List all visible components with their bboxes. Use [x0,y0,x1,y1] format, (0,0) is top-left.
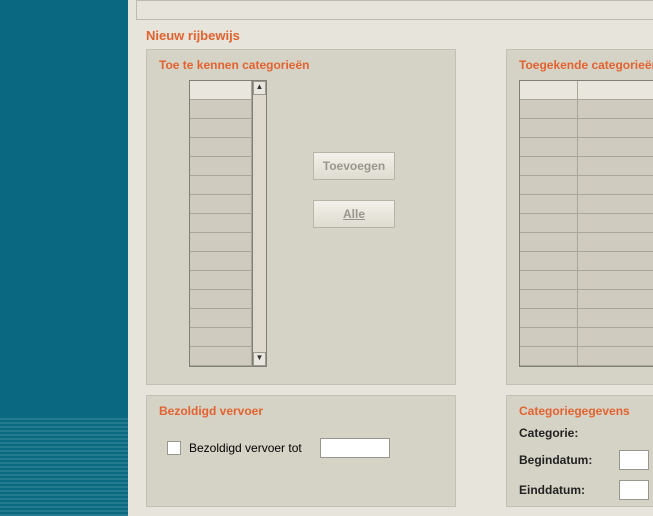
panel-title-paid-transport: Bezoldigd vervoer [159,404,443,418]
list-item[interactable] [190,290,252,309]
table-cell[interactable] [520,195,578,214]
table-cell[interactable] [520,119,578,138]
add-button[interactable]: Toevoegen [313,152,395,180]
sidebar [0,0,128,516]
table-cell[interactable] [578,119,653,138]
assignable-scrollbar[interactable]: ▲ ▼ [252,81,266,366]
table-cell[interactable] [520,176,578,195]
table-cell[interactable] [578,290,653,309]
table-cell[interactable] [578,157,653,176]
list-item[interactable] [190,328,252,347]
table-cell[interactable] [520,328,578,347]
start-date-input[interactable] [619,450,649,470]
paid-transport-label: Bezoldigd vervoer tot [189,441,302,455]
scroll-down-icon[interactable]: ▼ [253,352,266,366]
table-cell[interactable] [578,309,653,328]
end-date-input[interactable] [619,480,649,500]
list-item[interactable] [190,347,252,366]
table-cell[interactable] [578,214,653,233]
table-cell[interactable] [578,252,653,271]
panel-title-category-details: Categoriegegevens [519,404,649,418]
list-item[interactable] [190,271,252,290]
panel-title-assigned: Toegekende categorieën [519,58,653,72]
list-item[interactable] [190,233,252,252]
list-item[interactable] [190,138,252,157]
page-title: Nieuw rijbewijs [146,28,653,43]
table-cell[interactable] [520,347,578,366]
all-button[interactable]: Alle [313,200,395,228]
panel-title-assignable: Toe te kennen categorieën [159,58,443,72]
paid-transport-until-input[interactable] [320,438,390,458]
table-cell[interactable] [520,138,578,157]
panel-assignable-categories: Toe te kennen categorieën ▲ ▼ Toevoegen … [146,49,456,385]
table-cell[interactable] [578,138,653,157]
list-item[interactable] [190,252,252,271]
list-item[interactable] [190,100,252,119]
table-cell[interactable] [520,271,578,290]
table-cell[interactable] [520,309,578,328]
table-cell[interactable] [520,100,578,119]
table-cell[interactable] [520,233,578,252]
table-cell[interactable] [520,252,578,271]
table-cell[interactable] [578,347,653,366]
sidebar-stripes [0,416,128,516]
list-item[interactable] [190,81,252,100]
table-cell[interactable] [578,176,653,195]
table-cell[interactable] [578,233,653,252]
list-item[interactable] [190,214,252,233]
label-category: Categorie: [519,426,609,440]
paid-transport-checkbox[interactable] [167,441,181,455]
panel-category-details: Categoriegegevens Categorie: Begindatum:… [506,395,653,507]
top-bar [136,0,653,20]
table-cell[interactable] [578,195,653,214]
label-end-date: Einddatum: [519,483,609,497]
table-cell[interactable] [520,214,578,233]
panel-paid-transport: Bezoldigd vervoer Bezoldigd vervoer tot [146,395,456,507]
list-item[interactable] [190,195,252,214]
list-item[interactable] [190,176,252,195]
table-cell[interactable] [520,157,578,176]
label-start-date: Begindatum: [519,453,609,467]
scroll-up-icon[interactable]: ▲ [253,81,266,95]
table-cell[interactable] [578,100,653,119]
list-item[interactable] [190,157,252,176]
table-cell [578,81,653,100]
main-area: Nieuw rijbewijs Toe te kennen categorieë… [128,0,653,516]
panel-assigned-categories: Toegekende categorieën [506,49,653,385]
table-cell[interactable] [578,328,653,347]
assignable-listbox[interactable]: ▲ ▼ [189,80,267,367]
table-cell[interactable] [520,290,578,309]
table-cell[interactable] [578,271,653,290]
table-cell [520,81,578,100]
list-item[interactable] [190,119,252,138]
assigned-grid[interactable] [519,80,653,367]
list-item[interactable] [190,309,252,328]
